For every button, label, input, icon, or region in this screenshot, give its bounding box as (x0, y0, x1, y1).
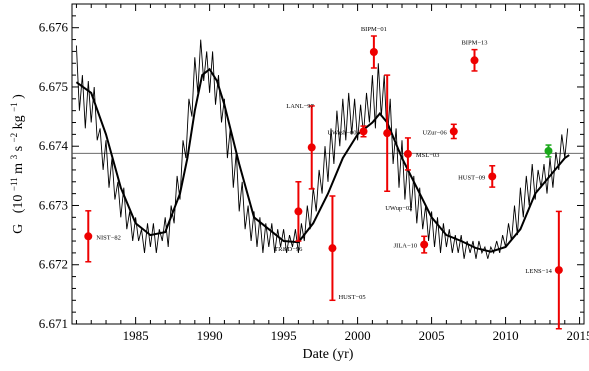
data-point (294, 207, 303, 216)
data-point (307, 143, 316, 152)
y-axis-label-symbol: G (11, 224, 26, 234)
y-axis-label-units-prefix: (10 (11, 195, 26, 214)
data-point (544, 146, 553, 155)
measurement-point: BIPM−13 (461, 40, 488, 72)
x-tick-label: 1990 (197, 328, 223, 343)
data-point-label: UZur−06 (423, 129, 448, 136)
y-axis-label: G (10 −11 m 3 s −2 kg −1 ) (6, 94, 26, 234)
y-tick-label: 6.676 (39, 20, 69, 35)
measurement-point: LENS−14 (525, 210, 563, 330)
data-point (403, 149, 412, 158)
x-axis-label: Date (yr) (303, 347, 354, 362)
measurement-point: UWup−02 (383, 74, 412, 212)
measurement-point: MSL−03 (403, 137, 440, 171)
measurement-point: HUST−05 (328, 195, 366, 301)
plot-frame (71, 3, 585, 325)
y-axis-label-exp3: −2 (9, 133, 19, 143)
y-axis-label-units-kg: kg (11, 115, 26, 129)
data-point (554, 266, 563, 275)
measurement-points: NIST−82 TR&D−96 LANL−97 HUST−05 UWash−00 BIPM… (84, 26, 563, 330)
measurement-point: BIPM−01 (361, 26, 387, 69)
measurement-point: JILA−10 (394, 235, 429, 254)
y-axis-ticks: 6.671 6.672 6.673 6.674 6.675 6.676 (39, 3, 584, 331)
data-point (420, 240, 429, 249)
series-line-raw (75, 39, 569, 259)
y-axis-label-units-s: s (11, 146, 26, 151)
data-point-label: UWash−00 (327, 129, 356, 136)
data-point (383, 129, 392, 138)
x-tick-label: 2010 (493, 328, 519, 343)
measurement-point: TR&D−96 (274, 181, 303, 253)
data-point-label: TR&D−96 (274, 246, 303, 253)
series-line-smoothed (75, 67, 570, 253)
y-axis-label-exp1: −11 (9, 177, 19, 191)
measurement-point: UZur−06 (423, 123, 458, 140)
y-tick-label: 6.675 (39, 79, 68, 94)
x-tick-label: 2015 (567, 328, 589, 343)
y-tick-label: 6.673 (39, 197, 68, 212)
measurement-point (544, 144, 553, 158)
measurement-point: UWash−00 (327, 125, 368, 138)
data-point-label: LANL−97 (286, 103, 314, 110)
y-tick-label: 6.671 (39, 316, 68, 331)
data-point-label: BIPM−13 (461, 40, 487, 47)
data-point (84, 232, 93, 241)
data-point (470, 56, 479, 65)
data-point-label: JILA−10 (394, 243, 418, 250)
data-point-label: HUST−05 (338, 294, 365, 301)
measurement-point: LANL−97 (286, 103, 316, 190)
plot-area: NIST−82 TR&D−96 LANL−97 HUST−05 UWash−00 BIPM… (39, 3, 589, 343)
x-axis-ticks: 1985 1990 1995 2000 2005 2010 2015 (75, 4, 589, 343)
data-point-label: BIPM−01 (361, 26, 387, 33)
y-tick-label: 6.672 (39, 257, 68, 272)
y-tick-label: 6.674 (39, 138, 69, 153)
data-point (449, 127, 458, 136)
measurement-point: NIST−82 (84, 210, 121, 263)
x-tick-label: 2000 (345, 328, 371, 343)
data-point (369, 48, 378, 56)
data-point-label: UWup−02 (385, 205, 412, 212)
data-point (359, 127, 368, 136)
data-point-label: HUST−09 (458, 174, 485, 181)
data-point-label: LENS−14 (525, 268, 552, 275)
y-axis-label-exp2: 3 (9, 154, 19, 159)
x-tick-label: 1995 (271, 328, 297, 343)
data-point (328, 244, 337, 253)
y-axis-label-units-suffix: ) (11, 94, 26, 99)
x-tick-label: 2005 (419, 328, 445, 343)
y-axis-label-units-m: m (11, 163, 26, 174)
data-point-label: NIST−82 (96, 234, 121, 241)
data-point (488, 172, 497, 181)
x-tick-label: 1985 (123, 328, 149, 343)
measurement-point: HUST−09 (458, 165, 497, 188)
data-point-label: MSL−03 (416, 152, 440, 159)
y-axis-label-exp4: −1 (9, 102, 19, 112)
